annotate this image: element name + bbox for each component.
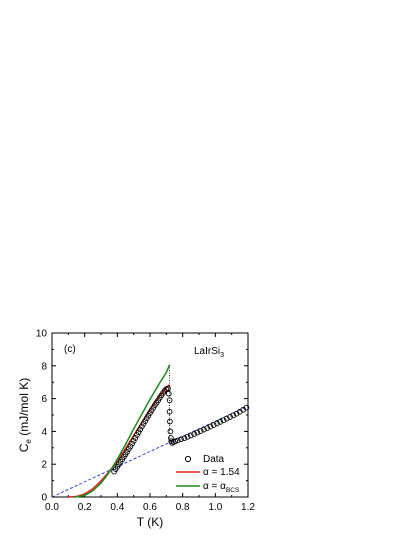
data-point [138, 423, 145, 430]
panel-label: (c) [64, 344, 76, 355]
data-point [223, 415, 230, 422]
data-point [210, 422, 217, 428]
data-point [187, 432, 194, 439]
normal-state-line [51, 405, 249, 498]
data-point [220, 417, 227, 424]
x-tick-label: 0.0 [45, 502, 59, 513]
fit-line-alpha-1-54 [68, 384, 171, 498]
data-point [227, 414, 233, 420]
fit-line-alpha-bcs [73, 364, 171, 498]
data-point [129, 440, 135, 447]
data-point [184, 433, 191, 440]
legend: Data α = 1.54 α = αBCS [176, 454, 240, 494]
data-point [230, 412, 237, 419]
compound-label: LaIrSi3 [194, 346, 224, 359]
x-tick-label: 0.8 [176, 502, 190, 513]
fit-lines-layer [68, 364, 171, 498]
data-point [181, 435, 188, 442]
data-point [204, 425, 211, 431]
legend-red-label: α = 1.54 [203, 467, 240, 478]
data-point [166, 397, 173, 404]
data-point [142, 418, 148, 424]
x-tick-label: 1.0 [208, 502, 222, 513]
x-tick-label: 1.2 [241, 502, 255, 513]
legend-data-marker [184, 455, 192, 463]
y-tick-label: 8 [41, 361, 47, 372]
data-point [172, 438, 179, 445]
y-tick-label: 2 [41, 460, 47, 471]
data-point [217, 419, 224, 425]
data-point [191, 431, 197, 437]
data-point [167, 418, 173, 425]
data-point [165, 385, 171, 392]
data-point [132, 435, 139, 441]
data-point [165, 390, 172, 397]
data-point [207, 423, 214, 430]
axis-ticks: 0.0 0.2 0.4 0.6 0.8 1.0 1.2 0 2 4 6 8 10 [36, 329, 256, 514]
data-point [137, 426, 144, 433]
x-tick-label: 0.4 [110, 502, 124, 513]
data-point [134, 432, 140, 438]
data-point [214, 420, 220, 427]
legend-data-label: Data [203, 454, 225, 465]
data-points-layer [111, 385, 250, 475]
x-tick-label: 0.6 [143, 502, 157, 513]
data-point [127, 443, 134, 450]
y-tick-label: 4 [41, 427, 47, 438]
data-point [174, 437, 181, 444]
data-point [130, 438, 137, 444]
legend-green-label: α = αBCS [203, 481, 240, 494]
normal-state-layer [51, 405, 249, 498]
x-tick-label: 0.2 [78, 502, 92, 513]
y-tick-label: 10 [36, 329, 48, 340]
x-axis-label: T (K) [137, 515, 163, 529]
data-point [201, 426, 207, 433]
data-point [194, 429, 201, 436]
data-point [167, 428, 174, 435]
y-tick-label: 6 [41, 394, 47, 405]
data-point [243, 404, 250, 411]
data-point [166, 408, 173, 415]
y-axis-label: Ce (mJ/mol K) [17, 378, 33, 452]
data-point [178, 436, 184, 443]
data-point [197, 428, 204, 434]
data-point [135, 429, 142, 436]
y-tick-label: 0 [41, 493, 47, 504]
data-point [124, 449, 130, 455]
